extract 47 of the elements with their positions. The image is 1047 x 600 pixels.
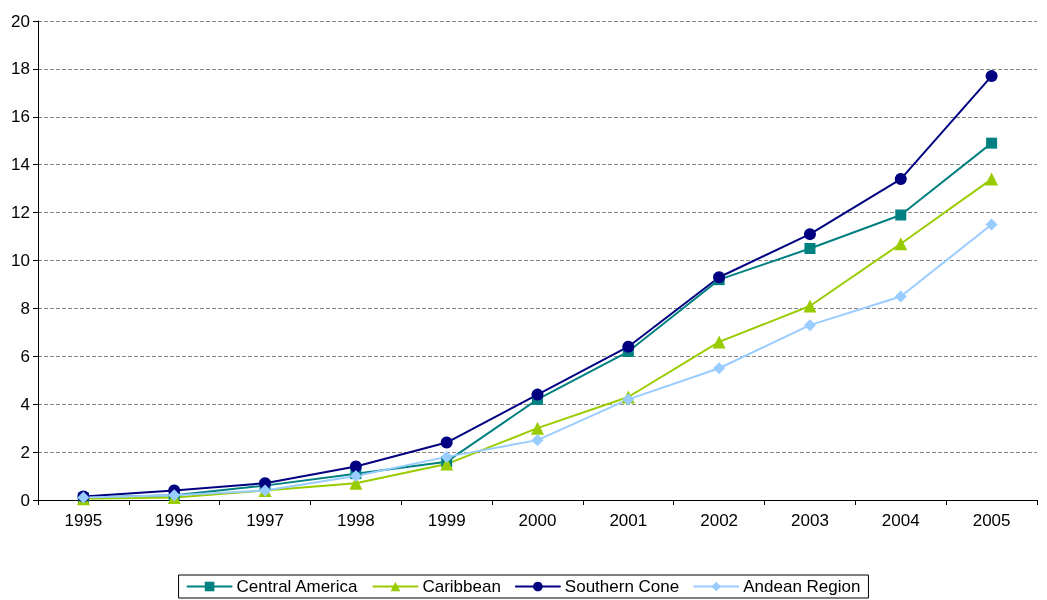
y-tick-label: 6 [20, 346, 30, 366]
x-tick-label: 2003 [791, 511, 829, 530]
point [804, 243, 816, 255]
point [985, 172, 999, 186]
legend-label: Southern Cone [564, 577, 680, 596]
x-tick-label: 1996 [155, 511, 194, 530]
point [622, 340, 635, 353]
point [531, 434, 544, 447]
x-tick-label: 2000 [518, 511, 557, 530]
y-tick-label: 16 [11, 107, 30, 127]
point [894, 173, 907, 186]
point [803, 319, 816, 332]
point [531, 388, 544, 401]
x-tick-label: 2004 [881, 511, 920, 530]
point [440, 450, 453, 463]
y-tick-label: 18 [11, 59, 30, 79]
y-tick-label: 14 [11, 155, 30, 175]
y-tick-label: 8 [20, 298, 30, 318]
x-tick-label: 1995 [64, 511, 103, 530]
point [713, 362, 726, 375]
y-tick-label: 20 [11, 11, 30, 31]
point [349, 460, 362, 473]
x-tick-label: 2002 [700, 511, 739, 530]
point [985, 218, 998, 231]
x-tick-label: 2001 [609, 511, 648, 530]
y-tick-label: 2 [20, 442, 30, 462]
point [895, 209, 907, 221]
x-tick-label: 1999 [427, 511, 466, 530]
point [894, 237, 908, 251]
x-tick-label: 2005 [972, 511, 1011, 530]
point [712, 335, 726, 349]
x-tick-label: 1997 [246, 511, 284, 530]
point [531, 421, 544, 435]
legend-label: Andean Region [743, 577, 861, 596]
point [985, 70, 998, 83]
legend-label: Central America [236, 577, 359, 596]
point [803, 299, 817, 313]
y-tick-label: 10 [11, 251, 30, 270]
legend-label: Caribbean [422, 577, 501, 596]
y-tick-label: 12 [11, 203, 30, 223]
point [986, 137, 998, 149]
point [894, 290, 907, 303]
x-tick-label: 1998 [336, 511, 375, 530]
point [803, 228, 816, 241]
point [440, 436, 453, 449]
y-tick-label: 4 [20, 394, 30, 414]
y-tick-label: 0 [20, 490, 30, 510]
